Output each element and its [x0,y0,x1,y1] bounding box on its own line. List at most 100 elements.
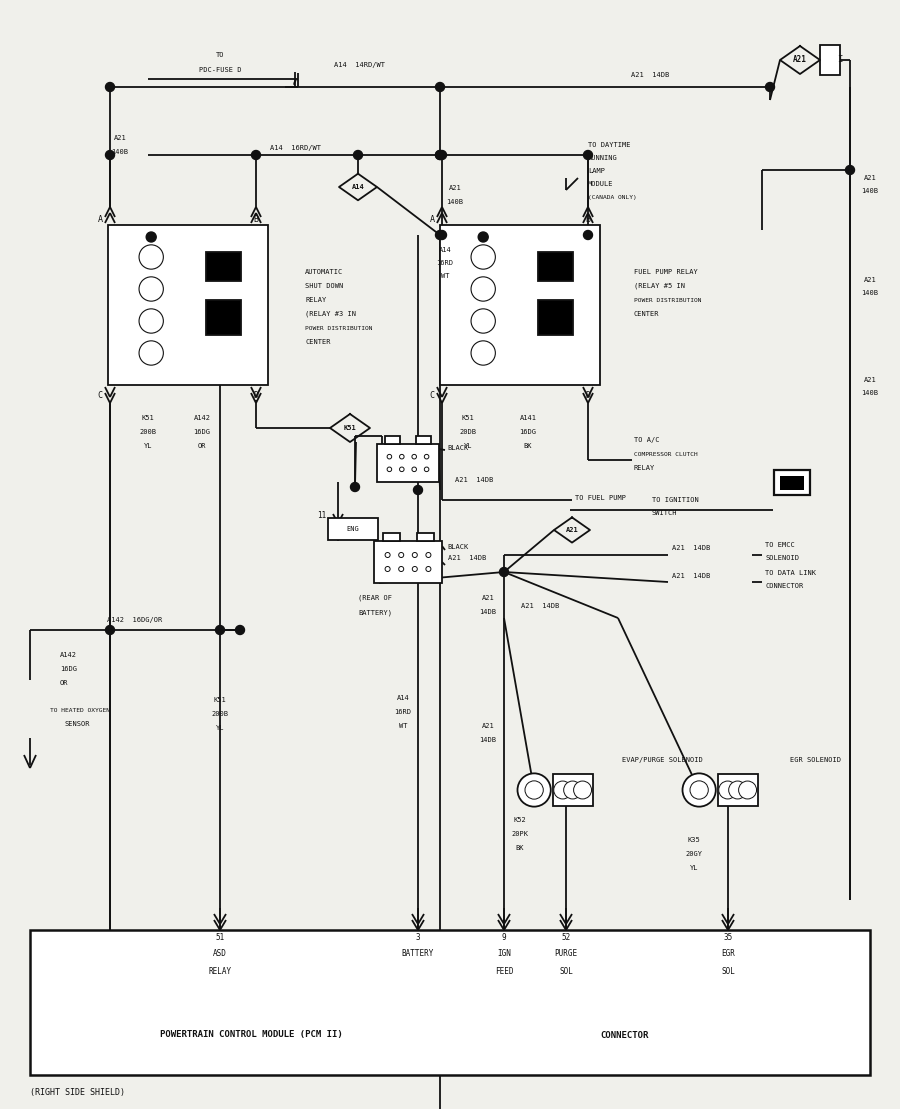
Circle shape [471,277,495,302]
Circle shape [146,232,157,242]
Text: A21  14DB: A21 14DB [672,573,710,579]
Text: 20PK: 20PK [511,831,528,837]
Text: B: B [254,214,258,224]
Circle shape [436,82,445,92]
Text: A21: A21 [482,596,494,601]
Text: SOL: SOL [559,967,573,976]
Text: 200B: 200B [212,711,229,718]
Text: MODULE: MODULE [588,181,614,187]
Text: A21: A21 [793,55,807,64]
Circle shape [139,245,164,269]
Circle shape [400,467,404,471]
Text: A21: A21 [482,723,494,729]
Bar [416,436,431,444]
Text: LAMP: LAMP [588,167,605,174]
Text: A14  16RD/WT: A14 16RD/WT [269,145,320,151]
Text: A141: A141 [519,415,536,421]
Text: A21: A21 [864,175,877,181]
Text: 52: 52 [562,933,571,942]
Text: A14  14RD/WT: A14 14RD/WT [335,62,385,68]
Circle shape [400,455,404,459]
Text: RUNNING: RUNNING [588,155,617,161]
Text: WT: WT [399,723,407,729]
Bar [374,541,442,583]
Text: CENTER: CENTER [305,339,330,345]
Circle shape [139,277,164,302]
Circle shape [399,552,404,558]
Text: RELAY: RELAY [634,465,655,471]
Text: (CANADA ONLY): (CANADA ONLY) [588,194,637,200]
Text: 14DB: 14DB [480,737,497,743]
Text: A: A [97,214,103,224]
Circle shape [412,567,418,571]
Circle shape [845,165,854,174]
Circle shape [583,231,592,240]
Circle shape [525,781,544,800]
Text: TO: TO [216,52,224,58]
Text: A21  14DB: A21 14DB [521,603,559,609]
Bar [205,301,241,335]
Text: WT: WT [441,273,449,279]
Circle shape [387,467,392,471]
Circle shape [500,568,508,577]
Text: EGR SOLENOID: EGR SOLENOID [790,757,841,763]
Text: OR: OR [60,680,68,686]
Text: YL: YL [689,865,698,871]
Circle shape [729,781,747,798]
Circle shape [412,552,418,558]
Bar [553,774,592,806]
Text: CONNECTOR: CONNECTOR [765,583,803,589]
Text: TO A/C: TO A/C [634,437,660,442]
Text: A14: A14 [397,695,410,701]
Text: TO DATA LINK: TO DATA LINK [765,570,816,576]
Text: 35: 35 [724,933,733,942]
Bar [820,45,840,75]
Text: A142  16DG/OR: A142 16DG/OR [107,617,163,623]
Bar [774,470,810,495]
Text: SOL: SOL [721,967,735,976]
Circle shape [426,567,431,571]
Circle shape [354,151,363,160]
Bar [537,301,572,335]
Text: K52: K52 [514,817,526,823]
Text: SWITCH: SWITCH [652,510,678,516]
Bar [417,533,434,541]
Text: BLACK: BLACK [447,445,468,451]
Text: C: C [97,390,103,399]
Circle shape [413,486,422,495]
Text: K51: K51 [344,425,356,431]
Circle shape [739,781,757,798]
Circle shape [105,151,114,160]
Text: B: B [586,214,590,224]
Circle shape [766,82,775,92]
Circle shape [471,340,495,365]
Text: YL: YL [216,725,224,731]
Text: 16DG: 16DG [194,429,211,435]
Circle shape [139,340,164,365]
Circle shape [554,781,572,798]
Circle shape [251,151,260,160]
Text: YL: YL [144,442,152,449]
Text: A21  14DB: A21 14DB [455,477,493,484]
Text: FUEL PUMP RELAY: FUEL PUMP RELAY [634,269,698,275]
Circle shape [105,82,114,92]
Text: I: I [837,55,842,64]
Text: AUTOMATIC: AUTOMATIC [305,269,343,275]
Text: D: D [586,390,590,399]
Bar [328,518,378,540]
Text: 11: 11 [318,510,327,519]
Text: SOLENOID: SOLENOID [765,554,799,561]
Text: PDC-FUSE D: PDC-FUSE D [199,67,241,73]
Text: OR: OR [198,442,206,449]
Text: A14: A14 [438,247,452,253]
Text: BATTERY: BATTERY [401,949,434,958]
Circle shape [236,625,245,634]
Bar [377,444,439,482]
Text: TO HEATED OXYGEN: TO HEATED OXYGEN [50,708,110,712]
Text: FEED: FEED [495,967,513,976]
Text: POWERTRAIN CONTROL MODULE (PCM II): POWERTRAIN CONTROL MODULE (PCM II) [160,1030,343,1039]
Text: BLACK: BLACK [447,545,468,550]
Text: K51: K51 [462,415,474,421]
Text: D: D [254,390,258,399]
Text: A142: A142 [194,415,211,421]
